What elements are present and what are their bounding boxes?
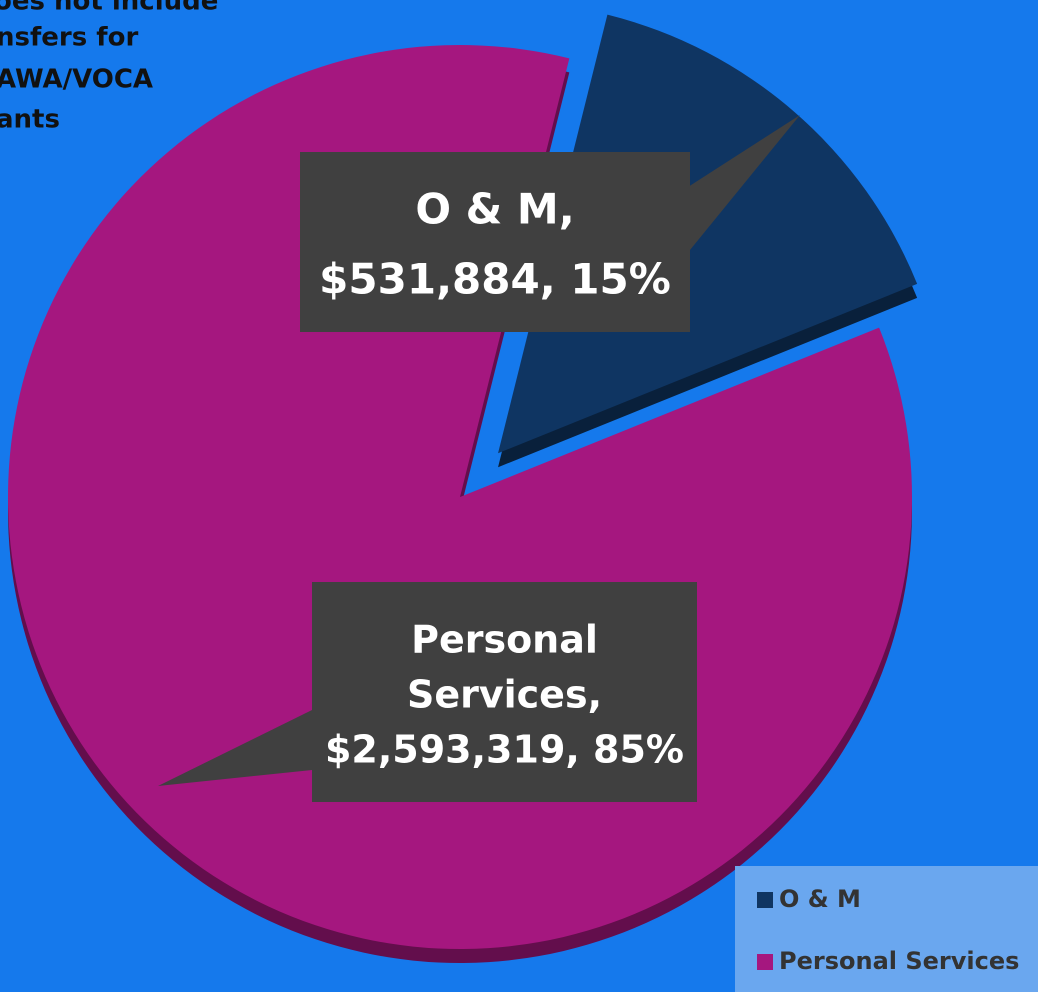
legend-box (735, 866, 1038, 992)
legend: O & M Personal Services (757, 885, 1019, 975)
legend-label: O & M (779, 885, 861, 913)
legend-swatch (757, 892, 773, 908)
data-label: Personal (411, 618, 598, 662)
data-label: $531,884, 15% (319, 255, 671, 304)
data-label: $2,593,319, 85% (325, 728, 684, 772)
data-label: O & M, (415, 185, 574, 234)
legend-label: Personal Services (779, 947, 1019, 975)
callout-box (300, 152, 690, 332)
data-label: Services, (407, 673, 602, 717)
annotation: oes not include nsfers for AWA/VOCA ants (0, 0, 218, 135)
annotation-line: ants (0, 105, 60, 135)
annotation-line: oes not include (0, 0, 218, 17)
legend-swatch (757, 954, 773, 970)
callout-box (312, 582, 697, 802)
annotation-line: AWA/VOCA (0, 65, 153, 95)
callout-pointer (158, 710, 312, 786)
callout-pointer (660, 115, 800, 250)
slice (498, 14, 918, 454)
data-labels: O & M, $531,884, 15% Personal Services, $2,5… (158, 115, 800, 802)
annotation-line: nsfers for (0, 23, 138, 53)
